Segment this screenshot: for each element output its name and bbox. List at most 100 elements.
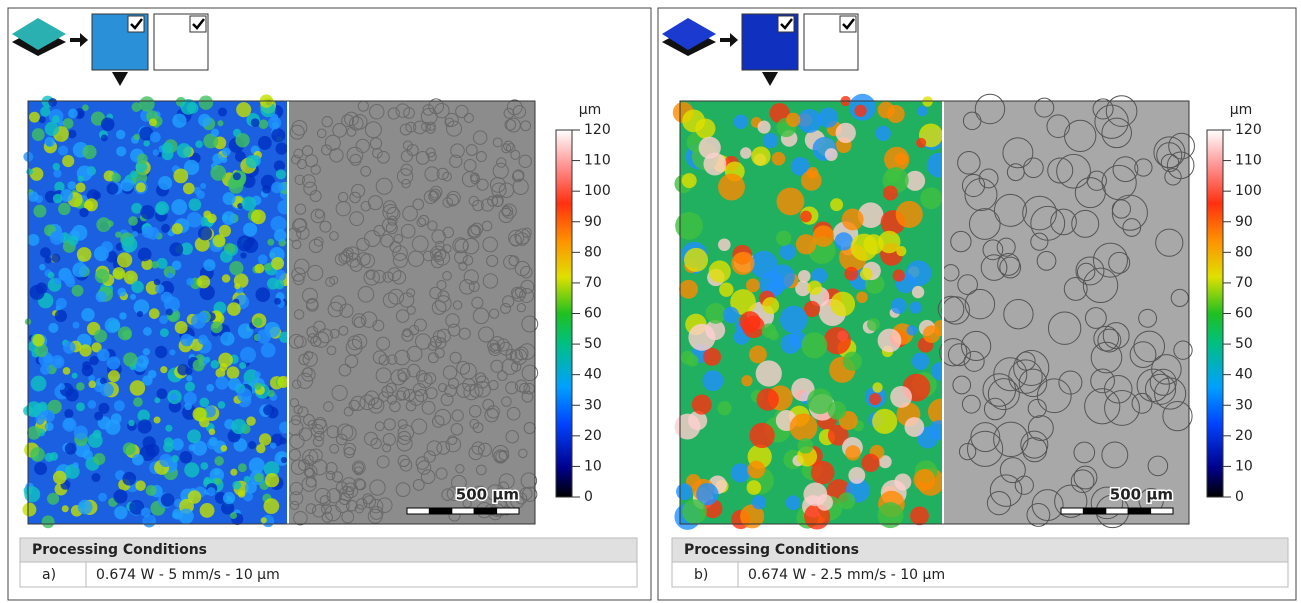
height-blob xyxy=(240,347,256,363)
height-blob xyxy=(66,388,79,401)
height-blob xyxy=(734,115,748,129)
scale-seg xyxy=(474,508,496,514)
height-blob xyxy=(214,456,224,466)
height-blob xyxy=(67,181,76,190)
height-blob xyxy=(271,257,284,270)
colorbar xyxy=(556,130,572,497)
height-blob xyxy=(172,261,182,271)
height-blob xyxy=(234,283,240,289)
height-blob xyxy=(740,147,752,159)
height-blob xyxy=(48,98,57,107)
colorbar-tick-label: 70 xyxy=(1235,275,1253,291)
height-blob xyxy=(245,482,257,494)
height-blob xyxy=(758,121,771,134)
height-blob xyxy=(243,222,257,236)
height-blob xyxy=(138,419,152,433)
height-blob xyxy=(200,503,215,518)
height-blob xyxy=(184,462,199,477)
height-blob xyxy=(215,376,228,389)
divider xyxy=(942,101,944,524)
height-blob xyxy=(35,416,44,425)
height-blob xyxy=(916,138,926,148)
height-blob xyxy=(872,409,897,434)
height-blob xyxy=(264,498,280,514)
height-blob xyxy=(76,382,84,390)
height-blob xyxy=(210,165,226,181)
height-blob xyxy=(776,231,791,246)
height-blob xyxy=(160,366,167,373)
height-blob xyxy=(146,444,160,458)
height-blob xyxy=(198,335,208,345)
height-blob xyxy=(27,234,39,246)
height-blob xyxy=(218,401,226,409)
table-header-text: Processing Conditions xyxy=(684,542,859,558)
height-blob xyxy=(763,133,778,148)
height-blob xyxy=(893,269,905,281)
height-blob xyxy=(222,211,236,225)
scale-seg xyxy=(497,508,519,514)
height-blob xyxy=(113,489,127,503)
height-blob xyxy=(97,349,110,362)
height-blob xyxy=(115,231,121,237)
height-blob xyxy=(158,176,172,190)
height-blob xyxy=(276,169,286,179)
height-blob xyxy=(869,393,881,405)
height-blob xyxy=(270,442,277,449)
height-blob xyxy=(45,453,54,462)
height-blob xyxy=(800,211,812,223)
height-blob xyxy=(162,142,173,153)
height-blob xyxy=(198,312,208,322)
height-blob xyxy=(65,443,77,455)
scale-seg xyxy=(407,508,429,514)
height-blob xyxy=(281,457,287,463)
height-blob xyxy=(22,503,36,517)
height-blob xyxy=(131,281,144,294)
scale-seg xyxy=(1128,508,1150,514)
colorbar-tick-label: 30 xyxy=(584,397,602,413)
height-blob xyxy=(209,428,216,435)
checkbox xyxy=(778,16,794,32)
height-blob xyxy=(149,118,157,126)
height-blob xyxy=(78,500,93,515)
height-blob xyxy=(72,285,84,297)
height-blob xyxy=(177,143,192,158)
height-blob xyxy=(842,208,864,230)
height-blob xyxy=(274,298,281,305)
colorbar-tick-label: 80 xyxy=(584,244,602,260)
height-blob xyxy=(723,307,739,323)
height-blob xyxy=(904,417,924,437)
height-blob xyxy=(682,110,705,133)
height-blob xyxy=(747,480,762,495)
height-blob xyxy=(116,130,125,139)
height-blob xyxy=(169,349,175,355)
height-blob xyxy=(170,393,177,400)
height-blob xyxy=(101,241,113,253)
height-blob xyxy=(154,416,161,423)
height-blob xyxy=(29,112,40,123)
height-blob xyxy=(28,191,39,202)
height-blob xyxy=(199,96,213,110)
height-blob xyxy=(62,505,69,512)
colorbar xyxy=(1207,130,1223,497)
checkbox xyxy=(128,16,144,32)
colorbar-tick-label: 110 xyxy=(584,153,611,169)
height-blob xyxy=(890,386,912,408)
colorbar-tick-label: 10 xyxy=(584,458,602,474)
height-blob xyxy=(52,115,60,123)
height-blob xyxy=(751,147,770,166)
colorbar-tick-label: 90 xyxy=(1235,214,1253,230)
height-blob xyxy=(675,212,703,240)
height-blob xyxy=(171,199,187,215)
height-blob xyxy=(81,308,94,321)
height-blob xyxy=(31,376,47,392)
height-blob xyxy=(248,237,256,245)
height-blob xyxy=(161,224,170,233)
height-blob xyxy=(143,327,152,336)
scale-label: 500 µm xyxy=(456,486,519,504)
height-blob xyxy=(830,198,843,211)
colorbar-tick-label: 110 xyxy=(1235,153,1262,169)
height-blob xyxy=(77,247,92,262)
height-blob xyxy=(688,324,715,351)
height-blob xyxy=(24,486,40,502)
height-blob xyxy=(133,134,139,140)
